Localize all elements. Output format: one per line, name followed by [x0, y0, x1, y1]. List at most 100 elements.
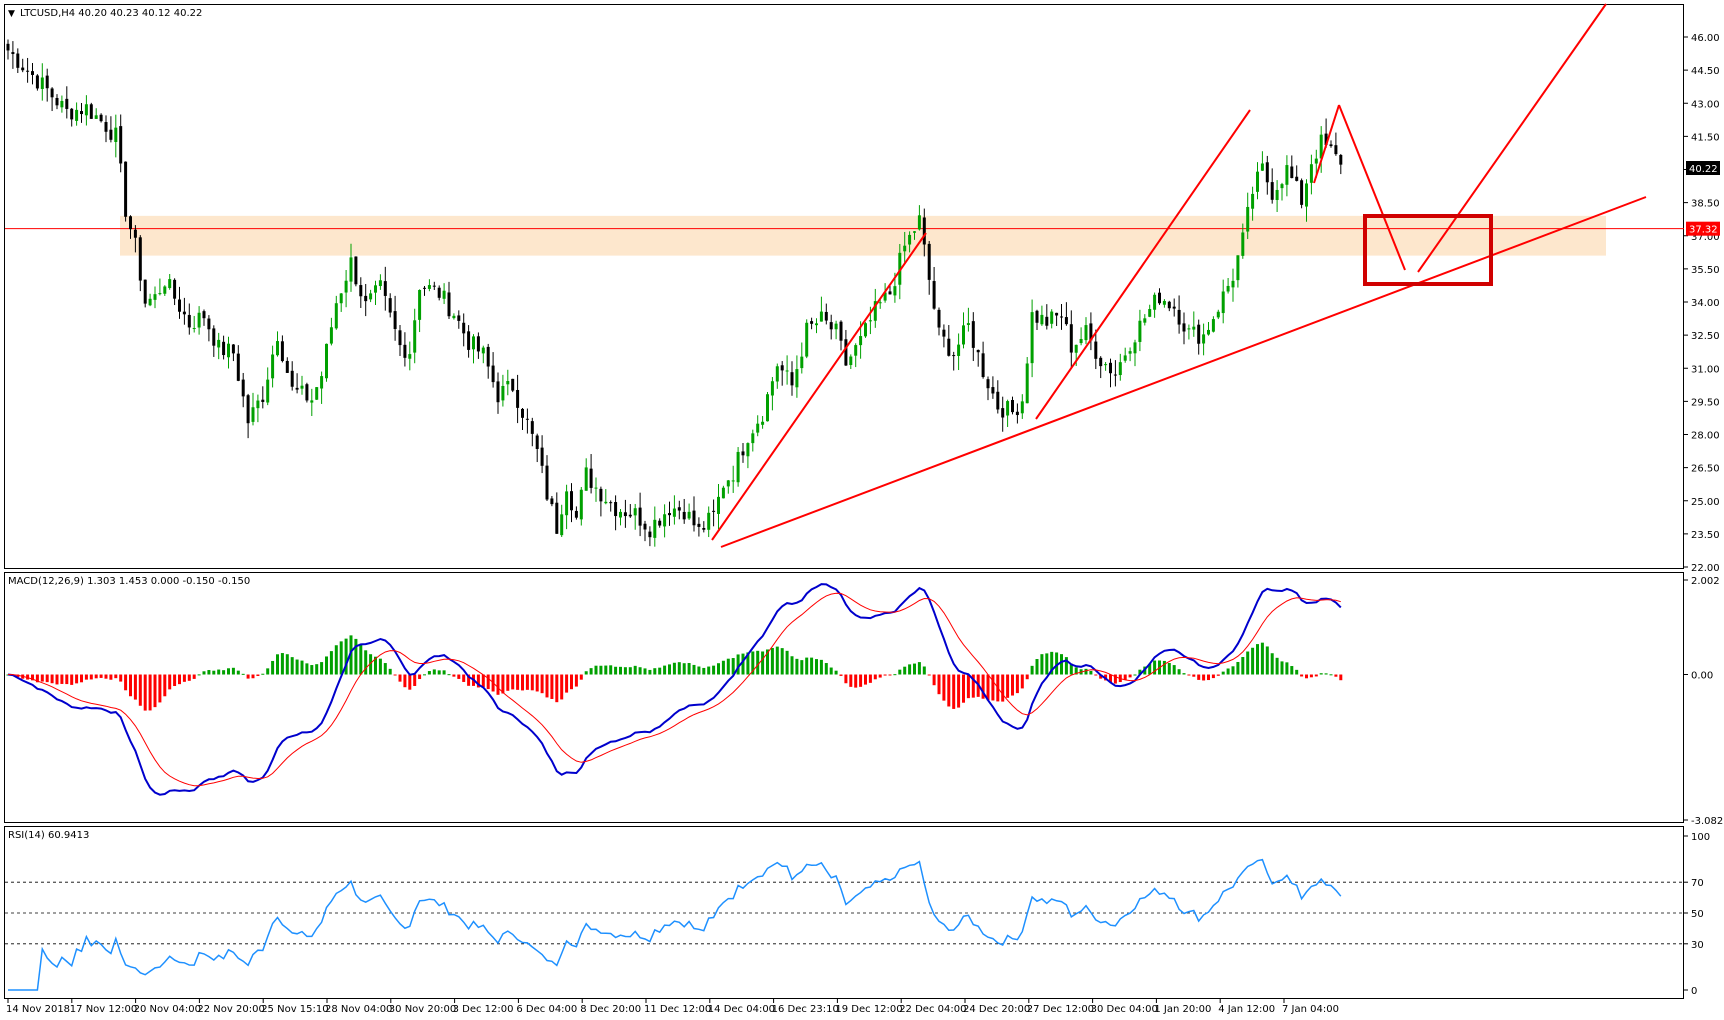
candle-body	[1055, 312, 1059, 316]
macd-histogram-bar	[1192, 674, 1196, 677]
candle-body	[658, 520, 662, 526]
macd-histogram-bar	[325, 656, 328, 675]
macd-histogram-bar	[516, 674, 520, 690]
macd-histogram-bar	[619, 666, 622, 675]
candle-body	[1035, 310, 1039, 323]
candle-body	[1309, 164, 1313, 183]
macd-histogram-bar	[677, 662, 681, 675]
candle-body	[1324, 133, 1328, 146]
candle-body	[687, 511, 691, 519]
time-tick-label: 24 Dec 20:00	[963, 1004, 1030, 1015]
macd-histogram-bar	[1123, 674, 1127, 680]
macd-histogram-bar	[506, 674, 510, 691]
macd-histogram-bar	[173, 674, 177, 687]
candle-body	[276, 341, 279, 356]
candle-body	[1089, 323, 1093, 341]
macd-histogram-bar	[60, 674, 64, 684]
candle-body	[545, 465, 549, 500]
macd-histogram-bar	[878, 674, 882, 678]
macd-histogram-bar	[766, 649, 769, 675]
macd-histogram-bar	[922, 666, 926, 675]
rsi-tick-label: 100	[1691, 832, 1710, 843]
candle-body	[481, 347, 485, 354]
macd-histogram-bar	[707, 666, 711, 675]
candle-body	[457, 315, 461, 321]
candle-body	[325, 343, 328, 379]
macd-histogram-bar	[594, 665, 598, 675]
candle-body	[26, 70, 30, 72]
macd-histogram-bar	[942, 674, 946, 701]
candle-body	[310, 400, 314, 403]
candle-body	[697, 523, 701, 527]
macd-main-line	[7, 583, 1342, 796]
macd-histogram-bar	[1006, 674, 1010, 698]
candle-body	[898, 252, 902, 285]
candle-body	[986, 379, 990, 389]
price-panel-header-arrow[interactable]: ▼	[8, 9, 15, 19]
macd-histogram-bar	[45, 674, 49, 683]
macd-histogram-bar	[35, 674, 39, 683]
candle-body	[717, 496, 720, 514]
candle-body	[736, 451, 740, 483]
price-panel-frame	[4, 4, 1684, 569]
candle-body	[423, 287, 426, 289]
macd-histogram-bar	[344, 638, 348, 675]
macd-histogram-bar	[241, 673, 245, 675]
rsi-panel-frame	[4, 826, 1684, 999]
rsi-tick-label: 0	[1691, 986, 1697, 997]
candle-body	[908, 234, 912, 245]
candle-body	[1265, 162, 1269, 183]
macd-histogram-bar	[1011, 674, 1014, 696]
candle-body	[692, 510, 696, 526]
candle-body	[996, 391, 1000, 410]
candle-body	[192, 328, 196, 330]
macd-histogram-bar	[393, 674, 397, 676]
macd-histogram-bar	[447, 674, 451, 676]
macd-histogram-bar	[55, 674, 59, 685]
macd-histogram-bar	[197, 674, 201, 676]
macd-histogram-bar	[442, 670, 446, 675]
candle-body	[212, 328, 216, 346]
candle-body	[1202, 334, 1206, 344]
time-tick-label: 27 Dec 12:00	[1027, 1004, 1094, 1015]
candle-body	[800, 356, 804, 369]
macd-histogram-bar	[1064, 657, 1068, 675]
candle-body	[187, 314, 191, 328]
macd-histogram-bar	[1329, 674, 1333, 676]
candle-body	[1197, 324, 1201, 344]
candle-body	[55, 97, 59, 106]
candle-body	[35, 75, 39, 89]
macd-histogram-bar	[349, 635, 353, 675]
macd-histogram-bar	[1128, 674, 1132, 678]
candle-body	[604, 501, 608, 504]
macd-histogram-bar	[1290, 666, 1294, 675]
candle-body	[756, 423, 760, 433]
macd-histogram-bar	[947, 674, 951, 707]
time-tick-label: 16 Dec 23:10	[772, 1004, 839, 1015]
macd-histogram-bar	[785, 650, 789, 675]
macd-histogram-bar	[271, 660, 275, 675]
macd-histogram-bar	[530, 674, 534, 691]
candle-body	[1275, 189, 1279, 201]
price-tick-label: 46.00	[1691, 33, 1720, 44]
candle-body	[173, 279, 177, 299]
candle-body	[888, 291, 892, 295]
macd-histogram-bar	[1285, 662, 1289, 675]
macd-histogram-bar	[1314, 674, 1318, 677]
candle-body	[1060, 316, 1063, 318]
candle-body	[251, 407, 255, 422]
candle-body	[1241, 232, 1245, 256]
time-tick-label: 3 Dec 12:00	[453, 1004, 514, 1015]
macd-histogram-bar	[927, 674, 931, 676]
macd-histogram-bar	[80, 674, 83, 683]
candle-body	[746, 443, 750, 457]
price-tick-label: 34.00	[1691, 298, 1720, 309]
macd-histogram-bar	[476, 674, 480, 688]
macd-histogram-bar	[481, 674, 485, 688]
candle-body	[668, 513, 671, 516]
candle-body	[868, 320, 872, 322]
price-tick-label: 22.00	[1691, 563, 1720, 574]
candle-body	[530, 421, 534, 434]
candle-body	[437, 287, 441, 298]
macd-histogram-bar	[648, 669, 652, 675]
